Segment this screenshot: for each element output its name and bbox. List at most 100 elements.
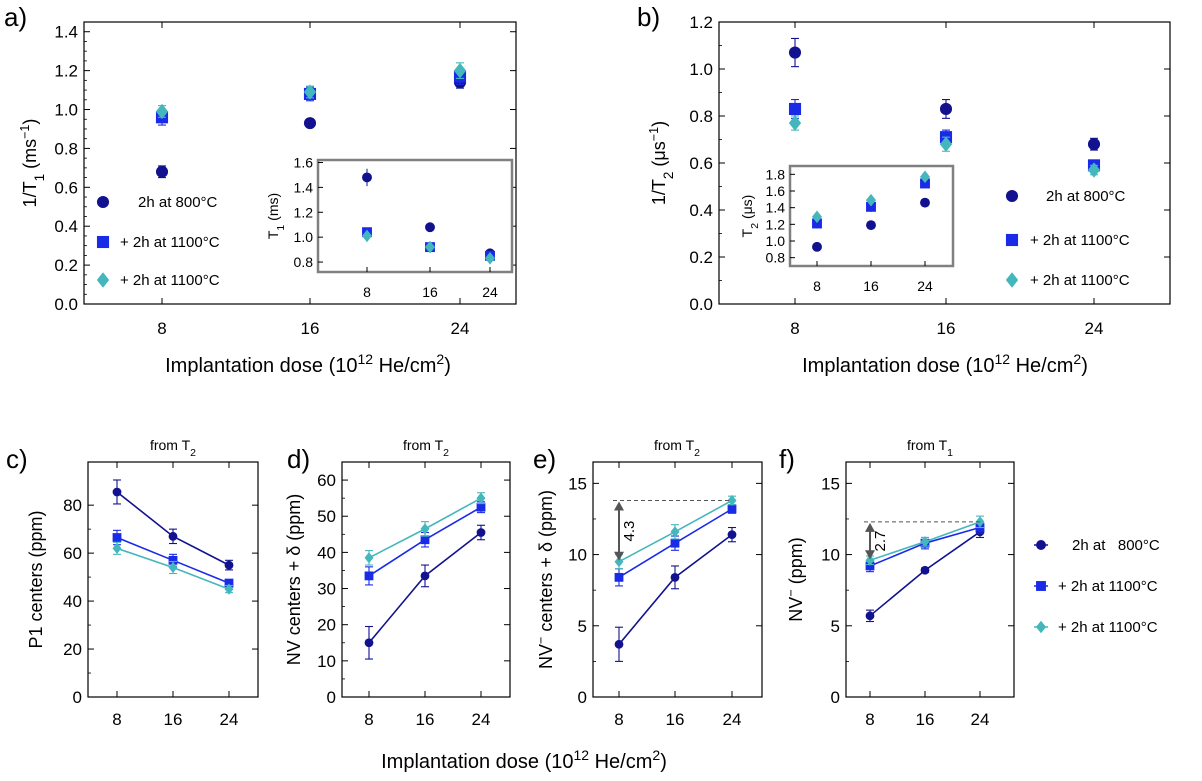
- y-tick-label: 30: [317, 580, 336, 599]
- y-tick-label: 0: [831, 688, 840, 707]
- x-tick-label: 16: [164, 710, 183, 729]
- arrow-head-down: [614, 551, 624, 561]
- data-point: [614, 639, 624, 649]
- data-point: [420, 523, 430, 535]
- legend-marker: [96, 195, 110, 209]
- inset-data-point: [866, 201, 876, 212]
- inset-y-label: T1 (ms): [265, 193, 287, 239]
- inset-data-point: [920, 197, 930, 208]
- x-tick-label: 24: [971, 710, 990, 729]
- y-tick-label: 0: [327, 688, 336, 707]
- panel-f: 0 5 10 15 8 16 24 NV− (ppm) f) from T1 2.7: [779, 437, 1015, 729]
- data-point: [727, 504, 737, 514]
- x-tick-label: 8: [112, 710, 121, 729]
- data-point: [865, 554, 875, 566]
- inset-data-point: [362, 172, 372, 183]
- panel-subtitle: from T1: [907, 437, 953, 459]
- data-point: [303, 84, 317, 100]
- y-tick-label: 20: [317, 616, 336, 635]
- inset-data-point: [919, 170, 931, 184]
- legend-marker: [96, 272, 110, 288]
- inset-x-tick-label: 16: [863, 278, 879, 294]
- inset-y-tick-label: 1.4: [766, 200, 786, 216]
- inset-y-tick-label: 1.6: [766, 183, 786, 199]
- inset-data-point: [484, 252, 496, 265]
- y-tick-label: 60: [63, 544, 82, 563]
- legend-marker: [96, 235, 110, 249]
- plot-frame: [592, 461, 763, 698]
- y-axis-label: NV centers + δ (ppm): [284, 494, 304, 666]
- data-point: [920, 565, 930, 575]
- arrow-head-up: [614, 501, 624, 511]
- y-tick-label: 1.2: [54, 62, 78, 81]
- data-point: [168, 561, 178, 574]
- inset-y-tick-label: 1.0: [766, 233, 786, 249]
- inset-y-tick-label: 1.6: [294, 154, 314, 170]
- arrow-head-up: [865, 522, 875, 532]
- inset-data-point: [811, 210, 823, 224]
- panel-d: 0 10 20 30 40 50 60 8 16 24 NV centers + δ (ppm) d)…: [284, 437, 511, 729]
- difference-label: 2.7: [872, 531, 889, 552]
- y-axis-label: NV− centers + δ (ppm): [534, 490, 556, 669]
- plot-frame: [83, 21, 517, 305]
- arrow-head-down: [865, 550, 875, 560]
- data-point: [303, 117, 317, 130]
- x-tick-label: 24: [723, 710, 742, 729]
- data-point: [224, 560, 234, 570]
- y-axis-label: 1/T2 (μs−1): [647, 121, 676, 205]
- inset-x-tick-label: 8: [363, 284, 371, 300]
- panel-label: d): [287, 444, 310, 474]
- panel-a: 0.0 0.2 0.4 0.6 0.8 1.0 1.2 1.4 8 16 24 1/T1 (ms−1)…: [4, 2, 517, 377]
- data-point: [614, 556, 624, 568]
- data-point: [788, 46, 802, 59]
- data-point: [939, 136, 953, 152]
- data-point: [939, 102, 953, 115]
- inset-a: 0.8 1.0 1.2 1.4 1.6 8 16 24 T1 (ms): [265, 154, 514, 300]
- x-tick-label: 16: [416, 710, 435, 729]
- x-tick-label: 24: [1085, 319, 1104, 338]
- data-point: [420, 535, 430, 545]
- y-tick-label: 0.8: [689, 107, 713, 126]
- panel-label: a): [4, 2, 27, 32]
- legend-label: 2h at 800°C: [138, 194, 218, 211]
- inset-y-tick-label: 1.0: [294, 229, 314, 245]
- legend-label: + 2h at 1100°C: [1030, 232, 1130, 249]
- data-point: [614, 572, 624, 582]
- data-point: [155, 165, 169, 178]
- data-point: [224, 578, 234, 588]
- inset-y-tick-label: 1.8: [766, 166, 786, 182]
- panel-subtitle: from T2: [150, 437, 196, 459]
- x-tick-label: 16: [666, 710, 685, 729]
- legend-label: 2h at 800°C: [1046, 188, 1126, 205]
- x-axis-label: Implantation dose (1012 He/cm2): [802, 351, 1088, 377]
- data-point: [112, 487, 122, 497]
- y-tick-label: 10: [317, 652, 336, 671]
- data-point: [224, 583, 234, 595]
- y-tick-label: 10: [821, 546, 840, 565]
- inset-data-point: [866, 220, 876, 231]
- inset-x-tick-label: 24: [917, 278, 933, 294]
- x-tick-label: 8: [790, 319, 799, 338]
- panel-e: 0 5 10 15 8 16 24 NV− centers + δ (ppm) e) from T…: [533, 437, 763, 729]
- plot-frame: [341, 461, 511, 698]
- y-tick-label: 40: [317, 543, 336, 562]
- inset-frame: [316, 158, 514, 274]
- y-axis-label: P1 centers (ppm): [26, 510, 46, 648]
- y-tick-label: 60: [317, 471, 336, 490]
- data-point: [670, 572, 680, 582]
- data-point: [112, 533, 122, 542]
- legend-label: + 2h at 1100°C: [1058, 578, 1158, 595]
- y-tick-label: 1.0: [689, 60, 713, 79]
- data-point: [420, 571, 430, 581]
- y-tick-label: 0: [578, 688, 587, 707]
- y-tick-label: 15: [568, 474, 587, 493]
- x-tick-label: 8: [865, 710, 874, 729]
- plot-frame: [845, 461, 1015, 698]
- legend-marker: [1005, 233, 1019, 247]
- x-tick-label: 8: [364, 710, 373, 729]
- y-tick-label: 0.6: [689, 154, 713, 173]
- data-point: [1087, 162, 1101, 178]
- y-tick-label: 0.8: [54, 139, 78, 158]
- data-point: [364, 571, 374, 581]
